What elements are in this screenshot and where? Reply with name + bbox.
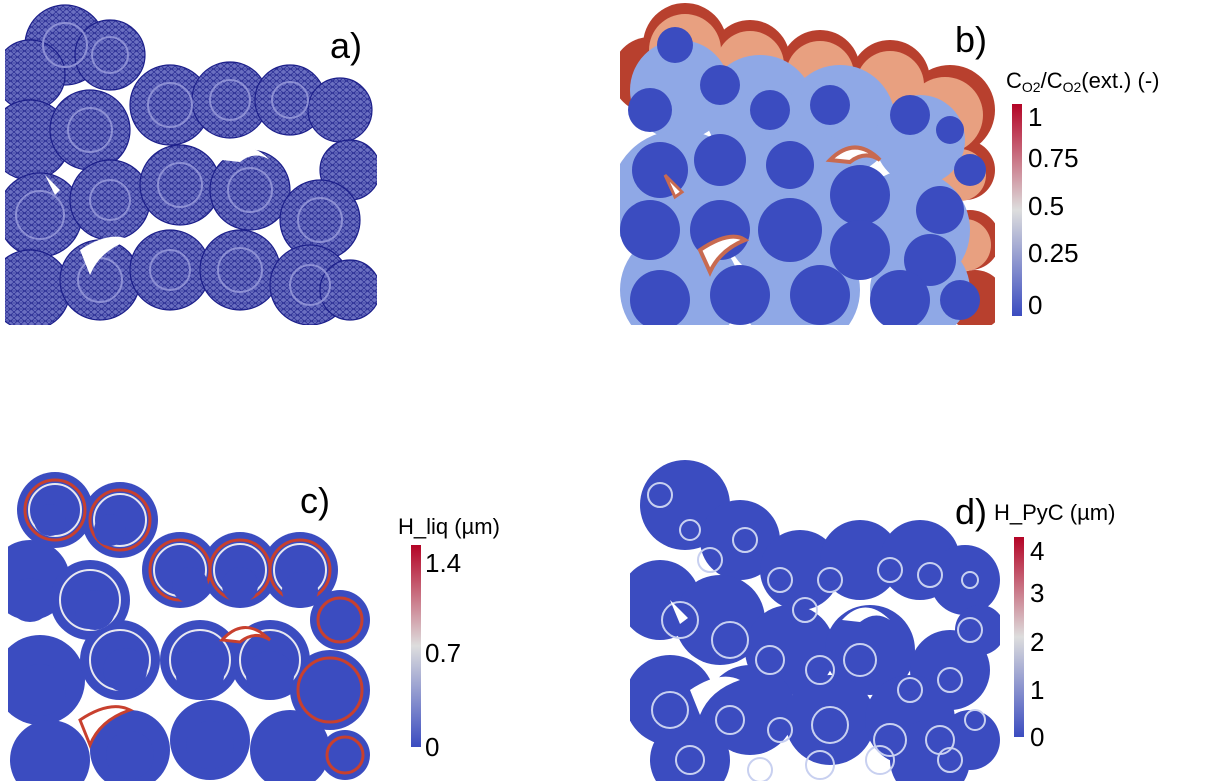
colorbar-d-tick: 4: [1030, 536, 1045, 566]
panel-b-concentration: [620, 0, 1000, 325]
colorbar-d: [1014, 537, 1024, 737]
colorbar-c-tick: 0: [425, 732, 440, 762]
panel-d-pyc-thickness: [630, 460, 1000, 781]
colorbar-b-tick: 0: [1028, 290, 1043, 320]
colorbar-c-tick: 1.4: [425, 548, 462, 578]
colorbar-b-tick: 0.25: [1028, 238, 1079, 268]
concentration-field: [620, 3, 995, 325]
pyc-field: [630, 460, 1000, 781]
panel-d-label: d): [955, 491, 988, 532]
colorbar-c-tick: 0.7: [425, 638, 462, 668]
colorbar-d-tick: 1: [1030, 675, 1045, 705]
colorbar-d-tick: 0: [1030, 722, 1045, 752]
mesh-plot: [5, 4, 377, 325]
colorbar-d-tick: 2: [1030, 627, 1045, 657]
colorbar-b-tick: 0.75: [1028, 143, 1079, 173]
panel-a-mesh: [0, 0, 380, 325]
panel-c-label: c): [300, 480, 330, 521]
panel-c-liquid-thickness: [0, 460, 380, 781]
panel-a-label: a): [330, 25, 363, 66]
liquid-field: [8, 472, 370, 781]
colorbar-b-tick: 1: [1028, 102, 1043, 132]
colorbar-b-title: CO2/CO2(ext.) (-): [1006, 68, 1160, 95]
panel-b-label: b): [955, 19, 988, 60]
colorbar-d-tick: 3: [1030, 578, 1045, 608]
colorbar-c: [411, 545, 421, 747]
colorbar-b-tick: 0.5: [1028, 191, 1065, 221]
colorbar-c-title: H_liq (µm): [398, 514, 500, 539]
colorbar-d-title: H_PyC (µm): [994, 500, 1116, 525]
colorbar-b: [1012, 104, 1022, 316]
